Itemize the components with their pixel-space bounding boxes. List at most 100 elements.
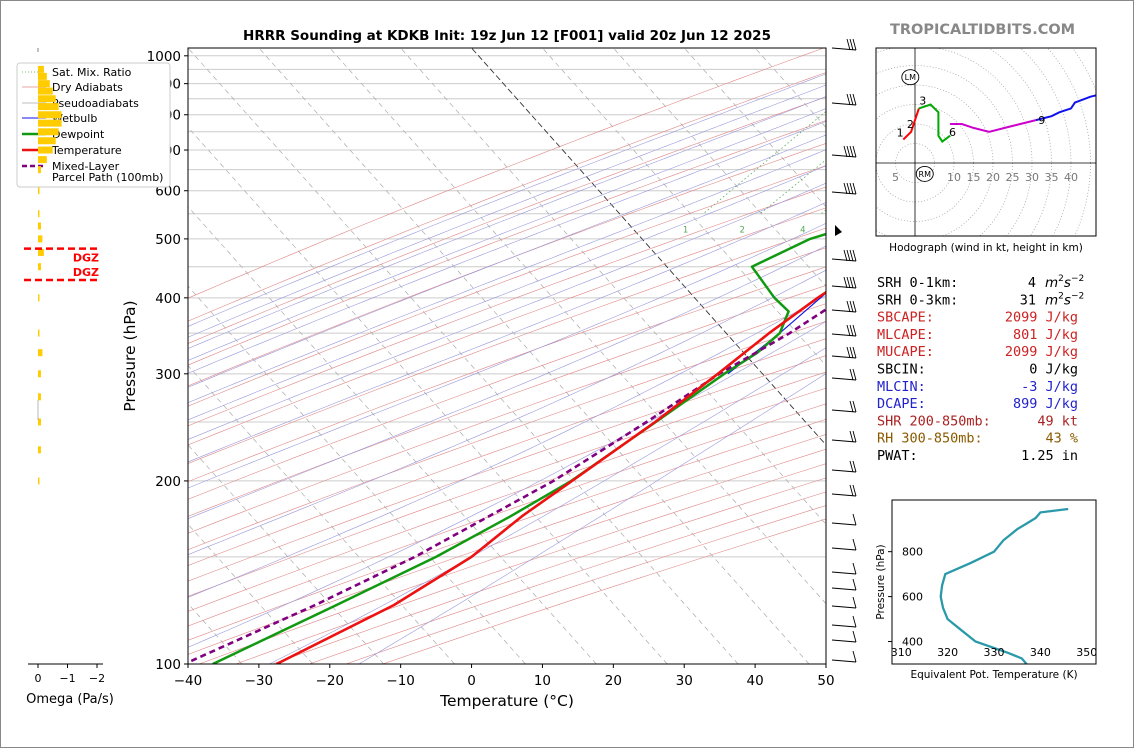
dry-adiabat [198,448,826,664]
theta-e-frame [891,499,1097,665]
mixing-ratio-label: 20 [956,226,967,236]
skewt-frame [187,47,827,665]
dry-adiabat [188,207,826,446]
wind-barb-flag [852,615,857,628]
x-tick-label: 40 [747,673,764,689]
moist-adiabat [188,108,826,361]
dgz-label: DGZ [73,266,99,279]
x-tick-label: −40 [174,673,203,689]
unit-part: m [1045,292,1058,308]
wind-barb-flag [849,145,854,158]
omega-bar [38,393,41,401]
index-label: MUCAPE: [877,344,934,360]
omega-bar [38,128,59,136]
wind-barb-staff [831,258,857,262]
theta-e-x-tick-label: 320 [937,646,958,659]
omega-bar [38,248,44,256]
dry-adiabat [188,247,826,482]
wind-barb-staff [831,659,857,663]
wind-barb-staff [831,102,857,106]
legend-entry: Sat. Mix. Ratio [52,66,132,79]
omega-bar [38,349,43,357]
wind-barb [831,324,857,337]
legend-entry: Temperature [51,144,122,157]
mixing-ratio-line [703,110,826,215]
index-label: RH 300-850mb: [877,431,983,447]
omega-bar [38,187,40,195]
x-tick-label: −20 [316,673,345,689]
dry-adiabat [188,165,826,407]
wind-barb [831,93,857,106]
index-label: MLCIN: [877,379,926,395]
omega-bar [38,146,53,154]
isotherm [400,48,826,525]
theta-e-line [939,507,1069,664]
dry-adiabat [188,403,826,627]
unit-part: 2 [1058,274,1064,284]
wind-barb [831,38,857,51]
dry-adiabat [188,434,826,655]
wind-barb-flag [852,38,857,51]
wind-barb-staff [831,469,857,473]
index-unit: m2s−2 [1045,291,1084,308]
wind-barb [831,484,857,497]
wind-barb-flag [852,596,857,609]
chart-title: HRRR Sounding at KDKB Init: 19z Jun 12 [… [243,28,771,44]
wind-barb-flag [849,368,854,381]
omega-bar [38,137,56,145]
omega-bar [38,103,59,111]
moist-adiabat [188,84,826,338]
omega-bar [38,80,50,88]
index-value: 49 kt [1037,413,1078,429]
theta-e-x-tick-label: 310 [891,646,912,659]
dry-adiabat [188,419,826,641]
wind-barb-flag [849,93,854,106]
x-tick-label: 0 [467,673,476,689]
hodograph-ring-label: 10 [947,171,961,184]
dry-adiabat [188,338,826,566]
theta-e-y-axis-title: Pressure (hPa) [875,544,887,619]
hodograph-height-label: 6 [949,126,956,139]
omega-bar [38,210,40,218]
wind-barb [831,615,857,628]
moist-adiabat [358,373,826,664]
omega-tick-label: −2 [89,672,105,685]
storm-motion-label: RM [919,170,932,179]
isotherm [542,48,826,367]
wind-barb-staff [831,355,857,359]
hodograph-title: Hodograph (wind in kt, height in km) [889,242,1083,254]
wind-barb-flag [852,145,857,158]
dgz-label: DGZ [73,252,99,265]
wind-barb [831,346,857,359]
hodograph-ring-label: 30 [1025,171,1039,184]
moist-adiabat [188,182,826,440]
isotherm [329,48,826,605]
isotherm [188,523,314,664]
omega-bar [38,111,62,119]
hodograph-ring-label: 15 [967,171,981,184]
wind-barb-staff [831,605,857,609]
wind-barb-staff [831,571,857,575]
wind-barb-staff [831,493,857,497]
dry-adiabat [188,266,826,500]
hodograph-trace [1035,94,1096,122]
wind-barb [831,460,857,473]
index-unit: m2s−2 [1045,274,1084,291]
wind-barb-flag [852,346,857,359]
wind-barb-flag [849,324,854,337]
moist-adiabat [188,165,826,421]
omega-bar [38,263,41,271]
moist-adiabat [188,269,826,556]
legend-entry: Dry Adiabats [52,81,123,94]
isotherm [825,48,826,49]
y-tick-label: 1000 [147,49,181,65]
omega-bar [38,72,47,80]
unit-part: −2 [1071,291,1084,301]
wind-barb-flag [846,145,851,158]
omega-bar [38,156,47,164]
y-tick-label: 400 [155,291,181,307]
isotherm [613,48,826,287]
moist-adiabat [188,245,826,519]
mixing-ratio-label: 10 [885,226,896,236]
moist-adiabat [188,120,826,374]
